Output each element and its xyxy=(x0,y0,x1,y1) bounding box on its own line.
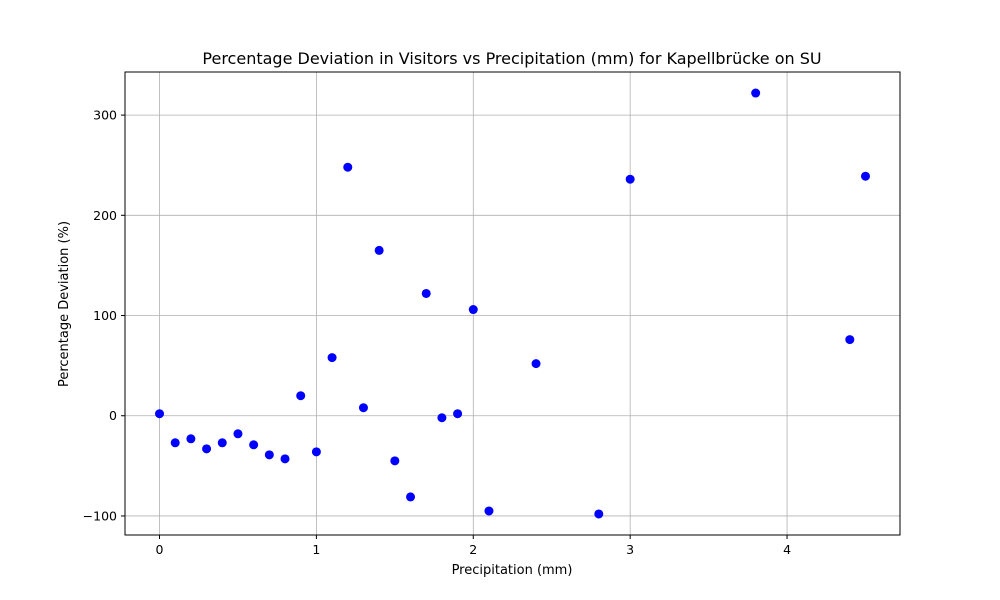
x-tick-label: 3 xyxy=(626,542,634,557)
data-point xyxy=(845,335,855,345)
data-point xyxy=(202,444,212,454)
x-tick-label: 2 xyxy=(469,542,477,557)
y-tick-label: 200 xyxy=(93,208,117,223)
data-point xyxy=(311,447,321,457)
data-point xyxy=(453,409,463,419)
y-axis-label: Percentage Deviation (%) xyxy=(57,221,72,387)
data-point xyxy=(155,409,165,419)
axis-ticks: 0 1 2 3 4 −100 0 100 200 300 xyxy=(83,108,791,557)
data-point xyxy=(170,438,180,448)
data-point xyxy=(296,391,306,401)
data-point xyxy=(358,403,368,413)
plot-frame xyxy=(124,71,901,536)
data-point xyxy=(343,162,353,172)
data-point xyxy=(264,450,274,460)
data-point xyxy=(280,454,290,464)
x-tick-label: 4 xyxy=(783,542,791,557)
data-point xyxy=(186,434,196,444)
data-point xyxy=(860,171,870,181)
data-point xyxy=(751,88,761,98)
data-point xyxy=(421,288,431,298)
data-point xyxy=(625,174,635,184)
data-point xyxy=(484,506,494,516)
data-point xyxy=(374,245,384,255)
data-point xyxy=(327,353,337,363)
data-point xyxy=(531,359,541,369)
x-axis-label: Precipitation (mm) xyxy=(452,563,573,578)
data-point xyxy=(249,440,259,450)
y-tick-label: 300 xyxy=(93,108,117,123)
data-points xyxy=(155,88,870,519)
grid xyxy=(125,72,900,535)
chart-title: Percentage Deviation in Visitors vs Prec… xyxy=(202,49,821,68)
data-point xyxy=(437,413,447,423)
y-tick-label: −100 xyxy=(83,508,117,523)
data-point xyxy=(390,456,400,466)
data-point xyxy=(594,509,604,519)
x-tick-label: 0 xyxy=(156,542,164,557)
y-tick-label: 100 xyxy=(93,308,117,323)
data-point xyxy=(468,305,478,315)
data-point xyxy=(233,429,243,439)
y-tick-label: 0 xyxy=(109,408,117,423)
x-tick-label: 1 xyxy=(312,542,320,557)
data-point xyxy=(217,438,227,448)
data-point xyxy=(406,492,416,502)
